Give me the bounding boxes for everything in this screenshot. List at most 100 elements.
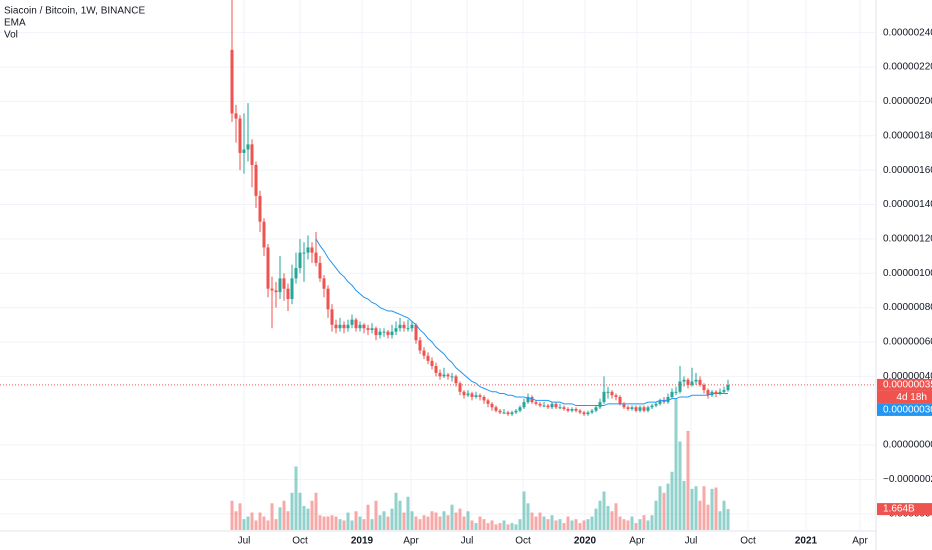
volume-bar — [282, 500, 286, 530]
volume-bar — [286, 511, 290, 530]
volume-bar — [706, 504, 710, 530]
volume-bar — [602, 491, 606, 530]
candle-body — [546, 405, 550, 408]
volume-bar — [714, 487, 718, 530]
volume-bar — [474, 523, 478, 530]
y-tick-label: 0.00000180 — [883, 130, 932, 141]
candle-body — [286, 288, 290, 300]
volume-bar — [490, 520, 494, 530]
candle-body — [426, 355, 430, 361]
candle-body — [366, 328, 370, 330]
volume-bar — [486, 523, 490, 530]
ema-label: 0.00000030 — [883, 405, 932, 416]
volume-bar — [538, 512, 542, 530]
candle-body — [458, 383, 462, 392]
candle-body — [350, 319, 354, 325]
candle-body — [406, 328, 410, 330]
y-tick-label: 0.00000160 — [883, 165, 932, 176]
volume-bar — [246, 516, 250, 530]
candle-body — [478, 395, 482, 397]
volume-bar — [322, 516, 326, 530]
candle-body — [334, 324, 338, 329]
candle-body — [378, 331, 382, 336]
axes: 0.00000240 0.00000220 0.00000200 0.00000180… — [238, 27, 932, 547]
volume-bar — [294, 466, 298, 530]
volume-bar — [382, 511, 386, 530]
candle-body — [674, 391, 678, 393]
candle-body — [582, 412, 586, 415]
candle-body — [450, 376, 454, 378]
volume-bar — [658, 486, 662, 530]
candle-body — [618, 396, 622, 404]
volume-bar — [350, 520, 354, 530]
volume-bar — [718, 511, 722, 530]
y-tick-label: 0.00000240 — [883, 27, 932, 38]
candle-body — [570, 408, 574, 411]
candle-body — [574, 408, 578, 411]
candle-body — [362, 324, 366, 329]
candle-body — [314, 252, 318, 263]
volume-bar — [510, 523, 514, 530]
volume-bar — [274, 519, 278, 530]
candle-body — [358, 324, 362, 329]
candle-body — [530, 396, 534, 403]
volume-bar — [302, 505, 306, 530]
candle-body — [414, 324, 418, 341]
volume-bar — [626, 520, 630, 530]
candle-body — [442, 374, 446, 377]
candle-body — [722, 390, 726, 392]
volume-bar — [462, 516, 466, 530]
volume-bar — [562, 523, 566, 530]
volume-bar — [586, 519, 590, 530]
volume-bar — [570, 520, 574, 530]
volume-bar — [398, 500, 402, 530]
volume-bar — [662, 492, 666, 530]
volume-bar — [310, 500, 314, 530]
volume-bar — [482, 519, 486, 530]
x-tick-label: 2021 — [795, 536, 818, 547]
candle-body — [322, 278, 326, 289]
volume-bar — [290, 492, 294, 530]
candle-body — [462, 391, 466, 396]
candle-body — [278, 278, 282, 293]
volume-bar — [574, 519, 578, 530]
plot — [0, 0, 876, 530]
candle-body — [514, 410, 518, 413]
candle-body — [402, 324, 406, 329]
candle-body — [666, 396, 670, 403]
candle-body — [326, 288, 330, 310]
y-tick-label: 0.00000000 — [883, 440, 932, 451]
volume-bar — [242, 519, 246, 530]
volume-bar — [526, 503, 530, 530]
candle-body — [550, 403, 554, 408]
candle-body — [610, 391, 614, 396]
candle-body — [390, 331, 394, 336]
volume-bar — [506, 524, 510, 530]
volume-bar — [442, 511, 446, 530]
candle-body — [338, 324, 342, 329]
x-tick-label: 2019 — [351, 536, 374, 547]
volume-bar — [450, 504, 454, 530]
volume-bar — [414, 516, 418, 530]
volume-bar — [238, 503, 242, 530]
candle-body — [454, 376, 458, 384]
candle-body — [258, 195, 262, 222]
volume-bar — [466, 511, 470, 530]
volume-bar — [390, 508, 394, 530]
countdown-box — [877, 390, 932, 404]
candle-body — [430, 360, 434, 367]
volume-bar — [522, 491, 526, 530]
candle-body — [234, 113, 238, 119]
candle-body — [250, 144, 254, 165]
volume-bar — [534, 516, 538, 530]
x-tick-label: Oct — [740, 536, 756, 547]
x-tick-label: 2020 — [574, 536, 597, 547]
candle-body — [346, 324, 350, 329]
candle-body — [706, 390, 710, 396]
candle-body — [438, 372, 442, 377]
y-tick-label: 0.00000100 — [883, 268, 932, 279]
candle-body — [394, 328, 398, 332]
candle-body — [418, 340, 422, 351]
candle-body — [598, 402, 602, 408]
